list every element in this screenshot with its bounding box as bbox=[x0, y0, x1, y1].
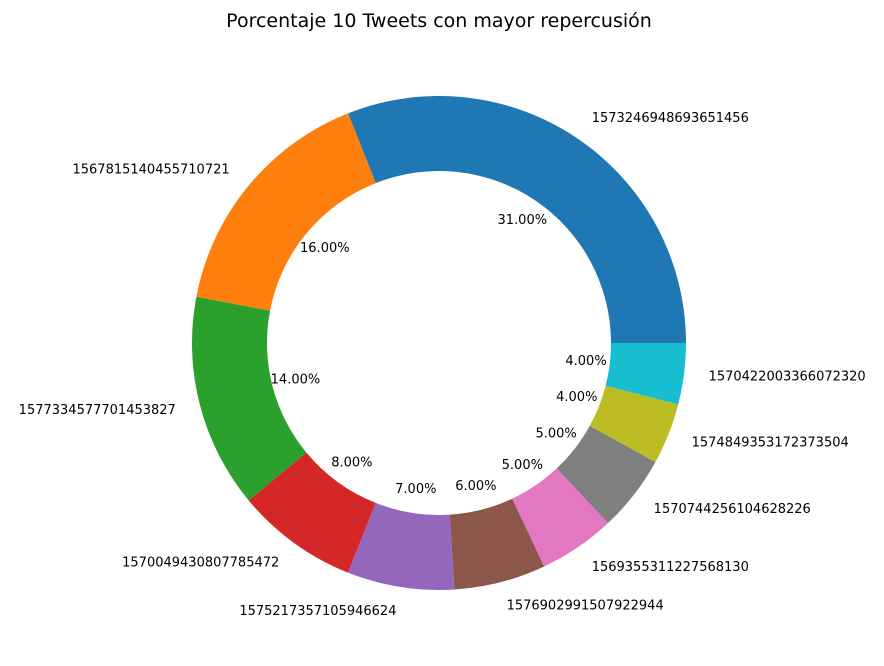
donut-slice-6 bbox=[449, 498, 545, 590]
slice-category-label-3: 1577334577701453827 bbox=[19, 403, 176, 418]
slice-category-label-1: 1573246948693651456 bbox=[592, 111, 749, 126]
donut-slice-9 bbox=[589, 385, 679, 462]
slice-percent-label-10: 4.00% bbox=[565, 354, 606, 369]
donut-slice-7 bbox=[512, 468, 609, 567]
slice-category-label-5: 1575217357105946624 bbox=[239, 604, 396, 619]
donut-slice-3 bbox=[192, 296, 307, 501]
slice-category-label-6: 1576902991507922944 bbox=[507, 599, 664, 614]
slice-category-label-2: 1567815140455710721 bbox=[72, 162, 229, 177]
slice-category-label-8: 1570744256104628226 bbox=[654, 502, 811, 517]
slices-group bbox=[192, 96, 686, 590]
labels-group: 1573246948693651456 31.00% 156781514045571… bbox=[19, 111, 866, 619]
donut-slice-10 bbox=[605, 343, 686, 405]
donut-slice-5 bbox=[348, 502, 455, 590]
slice-category-label-9: 1574849353172373504 bbox=[692, 436, 849, 451]
slice-percent-label-5: 7.00% bbox=[395, 482, 436, 497]
slice-percent-label-2: 16.00% bbox=[300, 241, 350, 256]
slice-category-label-7: 1569355311227568130 bbox=[592, 560, 749, 575]
slice-percent-label-4: 8.00% bbox=[331, 455, 372, 470]
slice-category-label-10: 1570422003366072320 bbox=[709, 370, 866, 385]
donut-slice-8 bbox=[556, 425, 656, 524]
slice-percent-label-6: 6.00% bbox=[455, 479, 496, 494]
slice-percent-label-1: 31.00% bbox=[498, 213, 548, 228]
slice-category-label-4: 1570049430807785472 bbox=[122, 555, 279, 570]
slice-percent-label-8: 5.00% bbox=[535, 426, 576, 441]
chart-title: Porcentaje 10 Tweets con mayor repercusi… bbox=[226, 10, 652, 32]
slice-percent-label-9: 4.00% bbox=[556, 390, 597, 405]
donut-slice-4 bbox=[248, 452, 376, 573]
donut-slice-1 bbox=[348, 96, 686, 344]
slice-percent-label-7: 5.00% bbox=[502, 458, 543, 473]
slice-percent-label-3: 14.00% bbox=[271, 372, 321, 387]
donut-slice-2 bbox=[196, 113, 376, 311]
